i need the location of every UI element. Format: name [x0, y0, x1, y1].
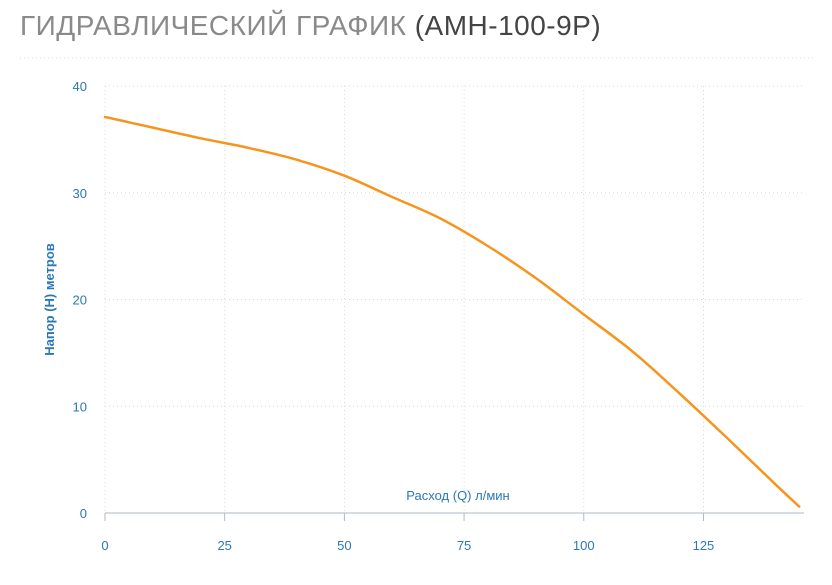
- x-tick-label: 25: [217, 538, 231, 553]
- y-tick-label: 30: [73, 186, 87, 201]
- chart-title-model: (АМН-100-9Р): [414, 10, 602, 41]
- x-axis-title: Расход (Q) л/мин: [406, 488, 509, 503]
- series-line: [103, 115, 801, 508]
- y-tick-label: 10: [73, 399, 87, 414]
- grid-layer: [20, 57, 815, 521]
- series-layer: [103, 115, 801, 508]
- chart-title: ГИДРАВЛИЧЕСКИЙ ГРАФИК (АМН-100-9Р): [20, 10, 601, 42]
- x-tick-label: 0: [101, 538, 108, 553]
- chart-title-main: ГИДРАВЛИЧЕСКИЙ ГРАФИК: [20, 10, 407, 41]
- x-tick-label: 100: [573, 538, 595, 553]
- x-tick-label: 125: [693, 538, 715, 553]
- tick-layer: 0 10 20 30 40 0 25 50 75 100 125: [73, 79, 715, 553]
- y-axis-title: Напор (H) метров: [42, 243, 57, 356]
- y-tick-label: 20: [73, 293, 87, 308]
- y-tick-label: 0: [80, 506, 87, 521]
- y-tick-label: 40: [73, 79, 87, 94]
- x-tick-label: 50: [337, 538, 351, 553]
- x-tick-label: 75: [457, 538, 471, 553]
